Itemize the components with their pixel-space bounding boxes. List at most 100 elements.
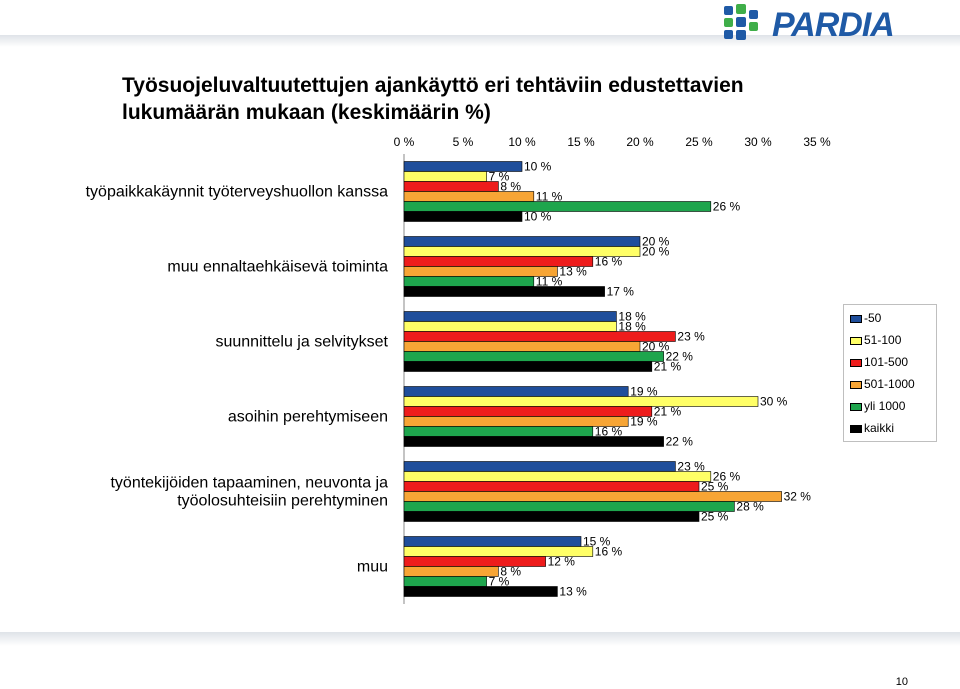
data-label: 28 % [736,500,764,514]
data-label: 21 % [654,405,682,419]
legend-swatch [850,424,862,433]
data-label: 18 % [618,320,646,334]
x-tick-label: 10 % [508,135,536,149]
data-label: 8 % [500,565,521,579]
bar [403,311,617,322]
legend-swatch [850,402,862,411]
bar [403,461,676,472]
data-label: 11 % [536,275,563,289]
category-label: suunnittelu ja selvitykset [215,334,388,351]
logo-text: PARDIA [772,6,895,44]
category-label: asoihin perehtymiseen [228,409,388,426]
legend-item: kaikki [850,421,894,435]
legend-label: 501-1000 [864,377,915,391]
data-label: 7 % [489,575,510,589]
data-label: 12 % [548,555,576,569]
page-number: 10 [895,676,908,688]
legend-item: 101-500 [850,355,908,369]
bar [403,586,558,597]
bar [403,286,605,297]
bar [403,426,594,437]
legend-item: 501-1000 [850,377,915,391]
bar [403,236,641,247]
bar [403,481,700,492]
pardia-logo: PARDIA [720,2,930,46]
bar [403,181,499,192]
bar [403,386,629,397]
bar [403,171,487,182]
category-label: työpaikkakäynnit työterveyshuollon kanss… [86,184,388,201]
data-label: 13 % [559,585,587,599]
data-label: 11 % [536,190,563,204]
data-label: 21 % [654,360,682,374]
x-tick-label: 35 % [803,135,831,149]
legend-item: -50 [850,311,881,325]
x-tick-label: 25 % [685,135,713,149]
bar [403,436,664,447]
legend-swatch [850,314,862,323]
legend-item: 51-100 [850,333,901,347]
data-label: 22 % [666,435,694,449]
legend-swatch [850,358,862,367]
bar [403,556,546,567]
data-label: 8 % [500,180,521,194]
x-tick-label: 15 % [567,135,595,149]
bar [403,471,712,482]
data-label: 22 % [666,350,694,364]
category-label: muu ennaltaehkäisevä toiminta [167,259,388,276]
bar [403,361,653,372]
bar [403,201,712,212]
legend-label: kaikki [864,421,895,435]
data-label: 30 % [760,395,788,409]
bar-chart: 0 % 5 % 10 % 15 % 20 % 25 % 30 % 35 % työpaikkak… [86,135,831,604]
data-label: 20 % [642,245,670,259]
bar [403,491,782,502]
bar [403,566,499,577]
chart-title: Työsuojeluvaltuutettujen ajankäyttö eri … [122,72,842,126]
category-label: työntekijöiden tapaaminen, neuvonta ja [110,475,388,492]
data-label: 23 % [677,330,705,344]
data-label: 10 % [524,210,552,224]
bar [403,511,700,522]
data-label: 16 % [595,255,623,269]
data-label: 16 % [595,545,623,559]
data-label: 25 % [701,480,729,494]
bar [403,211,523,222]
bar [403,191,535,202]
bar [403,266,558,277]
bar [403,351,664,362]
data-label: 25 % [701,510,729,524]
x-tick-label: 5 % [453,135,474,149]
category-label: muu [357,559,388,576]
x-tick-label: 30 % [744,135,772,149]
data-label: 26 % [713,470,741,484]
data-label: 16 % [595,425,623,439]
data-label: 7 % [489,170,510,184]
data-label: 20 % [642,340,670,354]
data-label: 15 % [583,535,611,549]
legend-item: yli 1000 [850,399,905,413]
bar [403,406,653,417]
legend-swatch [850,336,862,345]
data-label: 26 % [713,200,741,214]
data-label: 23 % [677,460,705,474]
category-label: työolosuhteisiin perehtyminen [177,493,388,510]
legend-label: yli 1000 [864,399,906,413]
chart-title-line-1: Työsuojeluvaltuutettujen ajankäyttö eri … [122,74,744,97]
legend-swatch [850,380,862,389]
bar [403,341,641,352]
x-tick-label: 0 % [394,135,415,149]
x-tick-label: 20 % [626,135,654,149]
chart-legend: -50 51-100 101-500 501-1000 yli 1000 kaikki [843,304,937,442]
footer-band [0,632,960,646]
bar [403,501,735,512]
data-label: 19 % [630,415,658,429]
chart-title-line-2: lukumäärän mukaan (keskimäärin %) [122,101,491,124]
header-band [0,35,960,47]
bar [403,396,759,407]
bar [403,576,487,587]
data-label: 18 % [618,310,646,324]
bar [403,331,676,342]
legend-label: 101-500 [864,355,909,369]
data-label: 20 % [642,235,670,249]
